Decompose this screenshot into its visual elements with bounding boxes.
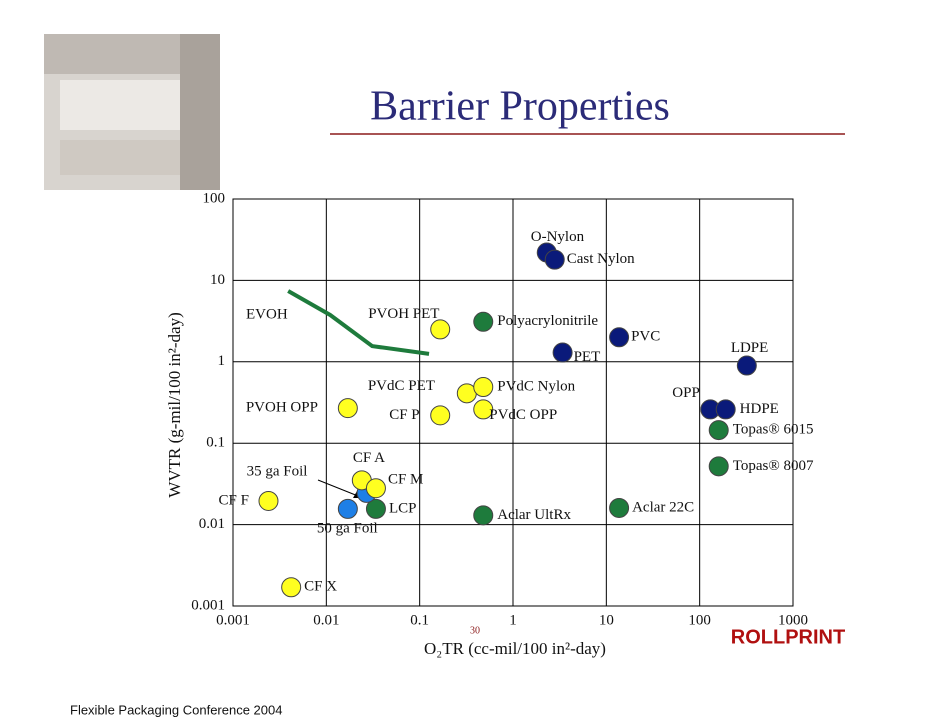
y-tick-label: 10 xyxy=(210,272,225,288)
x-tick-label: 0.001 xyxy=(216,612,250,628)
point-label: Topas® 8007 xyxy=(733,458,814,474)
point-label: CF M xyxy=(388,472,423,488)
point xyxy=(365,478,386,499)
point-label: CF P xyxy=(389,407,419,423)
point-label: PVdC PET xyxy=(368,378,435,394)
point xyxy=(609,497,630,518)
curve-label: EVOH xyxy=(246,306,288,322)
x-tick-label: 1000 xyxy=(778,612,808,628)
point xyxy=(708,456,729,477)
point xyxy=(337,498,358,519)
point-label: CF X xyxy=(304,579,337,595)
point-label: Cast Nylon xyxy=(567,251,635,267)
x-tick-label: 0.01 xyxy=(313,612,339,628)
point xyxy=(708,420,729,441)
point-label: Aclar UltRx xyxy=(497,507,571,523)
point-label: LCP xyxy=(389,500,417,516)
point xyxy=(430,319,451,340)
point-label: PVOH PET xyxy=(368,306,439,322)
point xyxy=(258,490,279,511)
point-label: Topas® 6015 xyxy=(733,422,814,438)
point-label: LDPE xyxy=(731,340,769,356)
photo xyxy=(44,34,220,190)
x-axis-label: O₂TR (cc-mil/100 in²-day) xyxy=(424,639,606,658)
point xyxy=(736,355,757,376)
point xyxy=(473,505,494,526)
point xyxy=(544,249,565,270)
point-label: PVdC Nylon xyxy=(497,378,575,394)
point-label: 35 ga Foil xyxy=(247,463,308,479)
footer: Flexible Packaging Conference 2004 xyxy=(70,702,282,717)
curve xyxy=(287,289,430,356)
foil-arrow xyxy=(317,479,359,497)
point xyxy=(715,399,736,420)
point-label: O-Nylon xyxy=(531,229,585,245)
point xyxy=(365,498,386,519)
x-tick-label: 100 xyxy=(688,612,711,628)
point-label: PET xyxy=(574,349,601,365)
x-tick-label: 10 xyxy=(599,612,614,628)
y-tick-label: 0.001 xyxy=(191,597,225,613)
y-tick-label: 100 xyxy=(203,190,226,206)
y-tick-label: 0.1 xyxy=(206,435,225,451)
x-tick-label: 1 xyxy=(509,612,517,628)
point-label: CF A xyxy=(353,450,385,466)
point xyxy=(609,327,630,348)
point-label: PVC xyxy=(631,329,660,345)
x-tick-label: 0.1 xyxy=(410,612,429,628)
y-axis-label: WVTR (g-mil/100 in²-day) xyxy=(165,312,184,497)
point xyxy=(473,399,494,420)
point xyxy=(430,405,451,426)
page-number: 30 xyxy=(470,625,480,636)
point-label: PVdC OPP xyxy=(489,407,557,423)
point xyxy=(473,377,494,398)
logo: ROLLPRINT xyxy=(731,626,845,648)
point xyxy=(337,398,358,419)
point-label: PVOH OPP xyxy=(246,400,318,416)
title: Barrier Properties xyxy=(370,84,670,130)
y-tick-label: 1 xyxy=(218,353,226,369)
point-label: Aclar 22C xyxy=(632,499,694,515)
point-label: CF F xyxy=(218,492,248,508)
point xyxy=(473,311,494,332)
point xyxy=(552,342,573,363)
point-label: 50 ga Foil xyxy=(317,520,378,536)
point-label: Polyacrylonitrile xyxy=(497,313,598,329)
point xyxy=(281,577,302,598)
point-label: HDPE xyxy=(740,401,779,417)
y-tick-label: 0.01 xyxy=(199,516,225,532)
point-label: OPP xyxy=(672,385,700,401)
